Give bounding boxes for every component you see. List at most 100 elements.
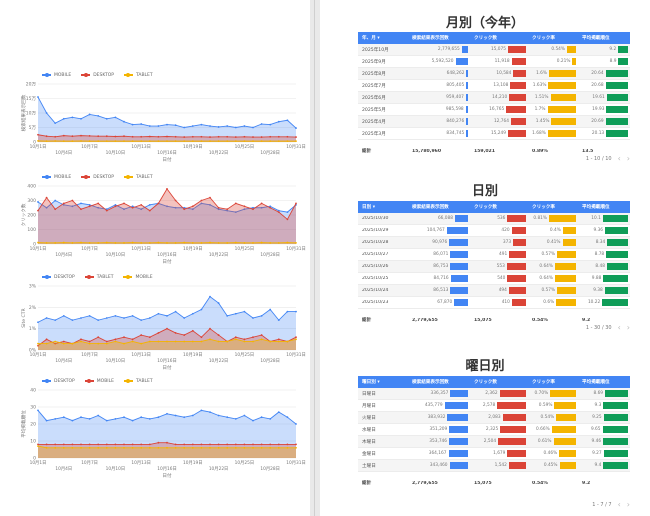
data-point-desktop (174, 199, 177, 202)
data-point-desktop (123, 317, 125, 319)
cell-value: 383,932 (427, 415, 446, 420)
table-row[interactable]: 2025年9月 5,592,520 11,918 0.21% 8.9 (358, 56, 630, 68)
next-page-icon[interactable]: › (626, 323, 630, 332)
x-tick-label: 10月22日 (209, 466, 229, 472)
data-point-desktop (131, 206, 134, 209)
legend-item-desktop[interactable]: DESKTOP (81, 172, 114, 182)
legend-item-desktop[interactable]: DESKTOP (42, 376, 75, 386)
clicks-by-device-chart[interactable]: MOBILE DESKTOP TABLET 0 100 200 300 400 10月1日 10月… (20, 172, 306, 265)
legend-item-tablet[interactable]: TABLET (123, 70, 153, 80)
legend-item-desktop[interactable]: DESKTOP (81, 70, 114, 80)
table-row[interactable]: 2025/10/24 86,513 494 0.57% 9.38 (358, 285, 630, 297)
table-row[interactable]: 火曜日 383,932 2,083 0.54% 9.25 (358, 412, 630, 424)
data-point-tablet (62, 241, 65, 244)
legend-item-tablet[interactable]: TABLET (123, 376, 153, 386)
table-row[interactable]: 2025/10/26 86,753 553 0.64% 8.48 (358, 261, 630, 273)
table-row[interactable]: 2025年10月 2,779,655 15,075 0.54% 9.2 (358, 44, 630, 56)
bar-cell: 5,592,520 (408, 58, 470, 65)
next-page-icon[interactable]: › (626, 500, 630, 509)
legend-label: TABLET (135, 378, 153, 384)
column-header[interactable]: 平均掲載順位 (582, 36, 610, 41)
legend-item-tablet[interactable]: TABLET (84, 272, 113, 282)
data-point-mobile (217, 443, 220, 446)
table-row[interactable]: 2025年7月 805,405 13,108 1.63% 20.68 (358, 80, 630, 92)
table-row[interactable]: 2025/10/28 90,976 373 0.41% 8.34 (358, 237, 630, 249)
bar-cell: 84,716 (408, 275, 470, 282)
series-area-mobile (38, 442, 296, 458)
legend-item-mobile[interactable]: MOBILE (42, 172, 71, 182)
legend-item-mobile[interactable]: MOBILE (42, 70, 71, 80)
impressions-by-device-chart[interactable]: MOBILE DESKTOP TABLET 0 5万 10万 15万 20万 10月1日 10月4… (20, 70, 306, 163)
data-point-mobile (54, 443, 57, 446)
monthly-table-pager[interactable]: 1 - 10 / 10 ‹ › (586, 154, 630, 163)
prev-page-icon[interactable]: ‹ (617, 154, 621, 163)
column-header[interactable]: 平均掲載順位 (582, 205, 610, 210)
table-row[interactable]: 2025年3月 834,745 15,249 1.68% 20.13 (358, 128, 630, 140)
sort-column-header[interactable]: 日別 ▾ (362, 205, 376, 210)
table-row[interactable]: 2025/10/23 67,870 410 0.6% 10.22 (358, 297, 630, 309)
column-header[interactable]: 検索結果表示回数 (412, 205, 449, 210)
table-row[interactable]: 2025/10/25 84,716 540 0.64% 9.88 (358, 273, 630, 285)
legend-item-mobile[interactable]: MOBILE (84, 376, 114, 386)
column-header[interactable]: クリック率 (532, 380, 555, 385)
data-point-tablet (148, 140, 151, 143)
column-header[interactable]: クリック数 (474, 205, 497, 210)
data-point-tablet (174, 140, 177, 143)
data-point-desktop (88, 205, 91, 208)
data-point-tablet (286, 446, 289, 449)
data-point-mobile (62, 342, 65, 345)
sort-column-header[interactable]: 年、月 ▾ (362, 36, 380, 41)
table-row[interactable]: 土曜日 343,460 1,542 0.45% 9.4 (358, 460, 630, 472)
table-row[interactable]: 水曜日 351,209 2,325 0.66% 9.65 (358, 424, 630, 436)
legend-item-desktop[interactable]: DESKTOP (42, 272, 75, 282)
daily-table-pager[interactable]: 1 - 30 / 30 ‹ › (586, 323, 630, 332)
table-row[interactable]: 2025年8月 648,262 10,584 1.6% 20.64 (358, 68, 630, 80)
column-header[interactable]: クリック率 (532, 36, 555, 41)
table-row[interactable]: 木曜日 353,746 2,504 0.61% 9.46 (358, 436, 630, 448)
value-bar (556, 414, 576, 421)
value-bar (500, 426, 526, 433)
x-tick-label: 10月4日 (55, 150, 72, 156)
x-tick-label: 10月16日 (157, 358, 177, 364)
ctr-by-device-chart[interactable]: DESKTOP TABLET MOBILE 0% 1% 2% 3% 10月1日 10月4日 10月… (21, 272, 306, 371)
table-row[interactable]: 日曜日 336,357 2,362 0.70% 8.69 (358, 388, 630, 400)
sort-column-header[interactable]: 曜日別 ▾ (362, 380, 380, 385)
table-row[interactable]: 2025/10/29 104,767 420 0.4% 9.36 (358, 225, 630, 237)
column-header[interactable]: 検索結果表示回数 (412, 380, 449, 385)
legend-item-tablet[interactable]: TABLET (123, 172, 153, 182)
position-by-device-chart[interactable]: DESKTOP MOBILE TABLET 0 10 20 30 40 10月1日 10月4日 10… (20, 376, 306, 479)
weekday-table-pager[interactable]: 1 - 7 / 7 ‹ › (592, 500, 630, 509)
data-point-desktop (148, 317, 151, 319)
bar-cell: 959,407 (408, 94, 470, 101)
series-area-mobile (38, 97, 296, 142)
next-page-icon[interactable]: › (626, 154, 630, 163)
data-point-tablet (148, 241, 151, 244)
value-bar (446, 227, 468, 234)
data-point-tablet (191, 446, 194, 449)
data-point-mobile (114, 443, 117, 446)
table-row[interactable]: 2025/10/30 66,088 536 0.81% 10.1 (358, 213, 630, 225)
column-header[interactable]: 検索結果表示回数 (412, 36, 449, 41)
table-row[interactable]: 2025/10/27 86,071 491 0.57% 8.78 (358, 249, 630, 261)
column-header[interactable]: 平均掲載順位 (582, 380, 610, 385)
y-tick-label: 300 (27, 198, 36, 204)
value-bar (466, 82, 468, 89)
table-row[interactable]: 2025年5月 985,598 16,765 1.7% 19.93 (358, 104, 630, 116)
legend-item-mobile[interactable]: MOBILE (123, 272, 153, 282)
legend-label: DESKTOP (54, 274, 75, 280)
value-bar (548, 82, 576, 89)
table-row[interactable]: 2025年4月 840,276 12,764 1.45% 20.69 (358, 116, 630, 128)
data-point-tablet (234, 446, 237, 449)
data-point-desktop (217, 135, 220, 138)
table-row[interactable]: 2025年6月 959,407 14,210 1.51% 19.61 (358, 92, 630, 104)
prev-page-icon[interactable]: ‹ (617, 500, 621, 509)
table-row[interactable]: 金曜日 364,167 1,679 0.46% 9.27 (358, 448, 630, 460)
column-header[interactable]: クリック率 (532, 205, 555, 210)
cell-value: 2,362 (485, 391, 498, 396)
column-header[interactable]: クリック数 (474, 36, 497, 41)
bar-cell: 86,753 (408, 263, 470, 270)
column-header[interactable]: クリック数 (474, 380, 497, 385)
prev-page-icon[interactable]: ‹ (617, 323, 621, 332)
table-row[interactable]: 月曜日 435,779 2,578 0.59% 9.3 (358, 400, 630, 412)
data-point-desktop (131, 314, 134, 317)
